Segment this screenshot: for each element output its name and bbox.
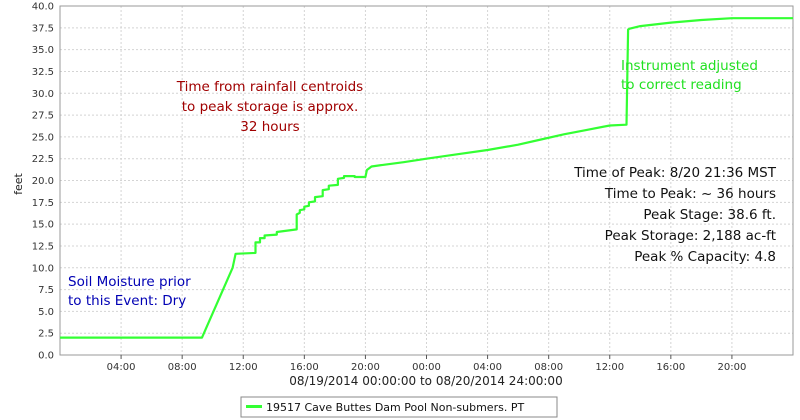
y-tick-label: 15.0 [32, 220, 54, 231]
annotation-peak-line: Time to Peak: ~ 36 hours [604, 186, 776, 202]
x-tick-label: 16:00 [656, 362, 685, 373]
legend-box [240, 396, 558, 418]
y-tick-label: 40.0 [32, 2, 54, 13]
y-tick-label: 12.5 [32, 241, 54, 252]
annotations: Time from rainfall centroids to peak stor… [68, 58, 777, 309]
x-tick-label: 08:00 [168, 362, 197, 373]
y-tick-label: 0.0 [38, 351, 54, 362]
y-tick-label: 5.0 [38, 307, 54, 318]
y-tick-label: 17.5 [32, 198, 54, 209]
x-tick-label: 04:00 [107, 362, 136, 373]
y-tick-label: 20.0 [32, 176, 54, 187]
series-layer [60, 17, 793, 339]
annotation-rainfall-line: to peak storage is approx. [182, 99, 359, 115]
annotation-soil-line: Soil Moisture prior [68, 274, 191, 290]
y-tick-label: 22.5 [32, 154, 54, 165]
plot-area [60, 6, 793, 355]
annotation-soil-line: to this Event: Dry [68, 293, 186, 309]
x-axis-label: 08/19/2014 00:00:00 to 08/20/2014 24:00:… [289, 374, 562, 388]
annotation-peak-line: Peak Stage: 38.6 ft. [643, 207, 776, 223]
y-tick-label: 7.5 [38, 285, 54, 296]
legend-swatch [246, 405, 262, 408]
x-tick-label: 16:00 [290, 362, 319, 373]
x-tick-label: 12:00 [595, 362, 624, 373]
annotation-peak-line: Peak % Capacity: 4.8 [634, 249, 776, 265]
x-tick-label: 04:00 [473, 362, 502, 373]
y-tick-label: 27.5 [32, 111, 54, 122]
annotation-peak-line: Peak Storage: 2,188 ac-ft [605, 228, 776, 244]
legend: 19517 Cave Buttes Dam Pool Non-submers. … [240, 396, 558, 418]
legend-label: 19517 Cave Buttes Dam Pool Non-submers. … [266, 401, 524, 414]
y-tick-label: 2.5 [38, 329, 54, 340]
y-axis-label: feet [12, 172, 25, 194]
annotation-peak-line: Time of Peak: 8/20 21:36 MST [573, 165, 777, 181]
y-tick-label: 35.0 [32, 45, 54, 56]
annotation-rainfall-line: Time from rainfall centroids [176, 79, 363, 95]
annotation-rainfall-line: 32 hours [240, 119, 299, 135]
y-tick-label: 32.5 [32, 67, 54, 78]
y-tick-label: 37.5 [32, 23, 54, 34]
y-tick-label: 25.0 [32, 132, 54, 143]
annotation-instrument-line: to correct reading [621, 77, 742, 93]
series-line-0 [60, 17, 793, 339]
x-tick-label: 08:00 [534, 362, 563, 373]
x-tick-label: 20:00 [718, 362, 747, 373]
x-tick-label: 12:00 [229, 362, 258, 373]
x-tick-label: 20:00 [351, 362, 380, 373]
x-tick-label: 00:00 [412, 362, 441, 373]
y-tick-labels: 0.0 2.5 5.0 7.5 10.0 12.5 15.0 17.5 20.0 22.5 25.0… [32, 2, 54, 362]
x-tick-labels: 04:00 08:00 12:00 16:00 20:00 00:00 04:00 08:00… [107, 355, 747, 373]
annotation-instrument-line: Instrument adjusted [621, 58, 758, 74]
y-tick-label: 30.0 [32, 89, 54, 100]
y-tick-label: 10.0 [32, 263, 54, 274]
